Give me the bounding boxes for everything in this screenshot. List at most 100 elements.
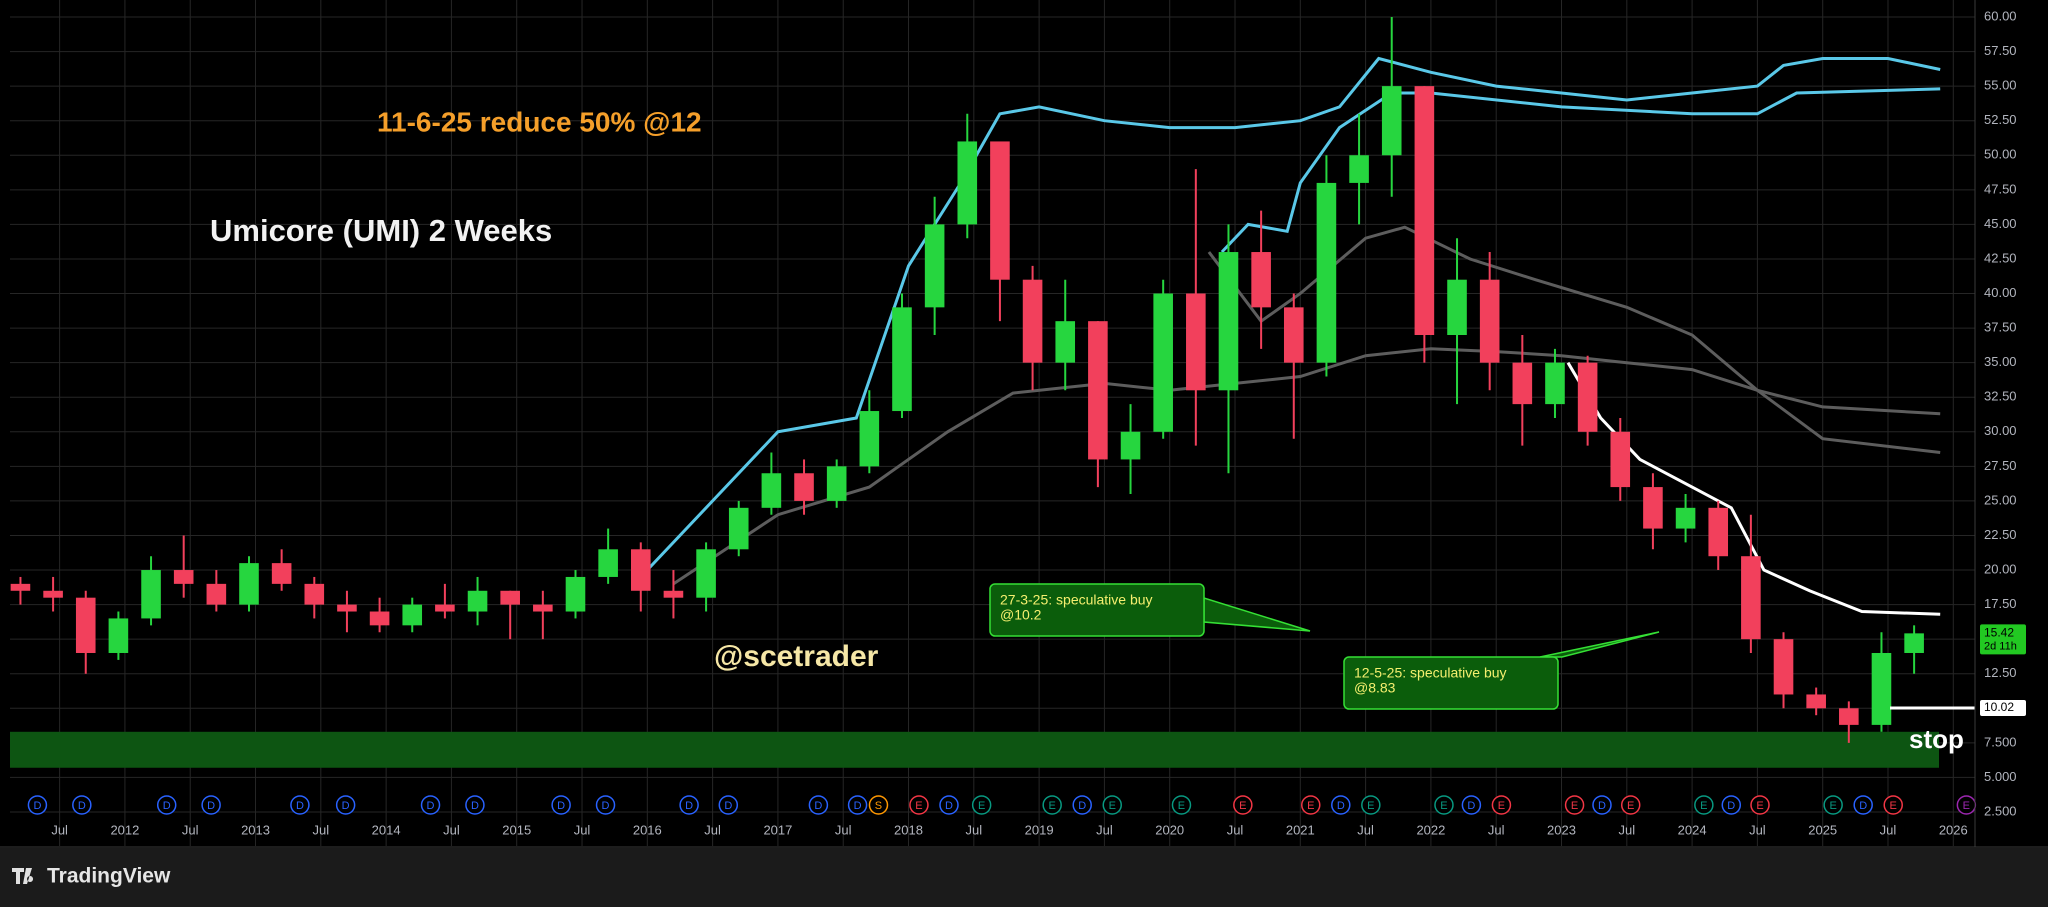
event-label: D [1727, 800, 1735, 812]
y-tick-label: 52.50 [1984, 112, 2017, 127]
y-tick-label: 42.50 [1984, 250, 2017, 265]
event-label: E [1627, 800, 1634, 812]
y-tick-label: 17.50 [1984, 596, 2017, 611]
x-tick-label: Jul [51, 822, 68, 837]
event-marker [1171, 795, 1192, 815]
event-label: D [945, 800, 953, 812]
callout-text: 12-5-25: speculative buy [1354, 665, 1507, 681]
candle-body [1479, 279, 1500, 363]
candle-body [75, 597, 96, 653]
x-tick-label: 2026 [1939, 822, 1968, 837]
y-tick-label: 57.50 [1984, 43, 2017, 58]
x-tick-label: 2025 [1808, 822, 1837, 837]
event-label: E [1367, 800, 1374, 812]
x-tick-label: Jul [835, 822, 852, 837]
event-label: E [1049, 800, 1056, 812]
candle-body [1055, 321, 1076, 363]
candle-body [990, 141, 1010, 280]
event-label: D [33, 800, 41, 812]
candle-body [630, 549, 651, 591]
candle-body [1349, 155, 1369, 183]
x-tick-label: 2022 [1416, 822, 1445, 837]
event-label: E [1498, 800, 1505, 812]
y-tick-label: 32.50 [1984, 389, 2017, 404]
event-label: D [1859, 800, 1867, 812]
event-label: E [1890, 800, 1897, 812]
stop-price: 10.02 [1984, 700, 2014, 714]
event-marker [1721, 795, 1742, 815]
x-tick-label: 2012 [110, 822, 139, 837]
event-label: S [875, 800, 882, 812]
brand-name: TradingView [47, 865, 171, 888]
event-marker [1331, 795, 1351, 815]
candle-body [1871, 652, 1892, 725]
candle-body [1381, 86, 1402, 156]
event-marker [1853, 795, 1873, 815]
x-tick-label: 2014 [372, 822, 401, 837]
candle-body [239, 563, 259, 605]
callout-box [989, 583, 1205, 637]
y-tick-label: 30.00 [1984, 423, 2017, 438]
candle-body [533, 604, 553, 612]
candle-body [696, 549, 716, 598]
y-tick-label: 55.00 [1984, 78, 2017, 93]
candle-body [1316, 182, 1337, 363]
event-label: D [685, 800, 693, 812]
x-tick-label: Jul [443, 822, 460, 837]
candle-body [108, 618, 129, 653]
brand: TradingView [12, 865, 171, 888]
candle-body [1806, 694, 1826, 709]
event-label: E [1756, 800, 1763, 812]
event-label: E [1440, 800, 1447, 812]
event-marker [1694, 795, 1714, 815]
countdown: 2d 11h [1984, 640, 2017, 652]
candle-body [402, 604, 423, 626]
brand-logo [12, 868, 34, 884]
x-tick-label: 2023 [1547, 822, 1576, 837]
candle-body [1153, 293, 1173, 432]
event-marker [1823, 795, 1843, 815]
x-tick-label: Jul [574, 822, 591, 837]
event-marker [1491, 795, 1512, 815]
y-tick-label: 20.00 [1984, 561, 2017, 576]
event-label: D [814, 800, 822, 812]
candle-body [794, 473, 814, 501]
stop-box [1980, 700, 2026, 717]
candle-body [271, 563, 292, 584]
event-marker [868, 795, 889, 815]
x-tick-label: Jul [966, 822, 983, 837]
candle-body [1773, 639, 1794, 695]
candle-body [1283, 307, 1304, 363]
candle-body [1414, 86, 1435, 335]
moving-average [672, 347, 1941, 586]
event-marker [971, 795, 992, 815]
event-marker [808, 795, 829, 815]
x-tick-label: 2017 [763, 822, 792, 837]
y-tick-label: 45.00 [1984, 216, 2017, 231]
event-label: D [427, 800, 435, 812]
event-label: D [1467, 800, 1475, 812]
candle-body [957, 141, 978, 225]
event-label: E [1963, 800, 1970, 812]
candle-body [173, 570, 194, 584]
event-label: E [1829, 800, 1836, 812]
candle-body [598, 549, 618, 577]
candle-body [924, 224, 945, 308]
event-marker [718, 795, 739, 815]
candle-body [565, 576, 586, 612]
candle-body [728, 507, 749, 550]
y-tick-label: 60.00 [1984, 8, 2017, 23]
candle-body [1120, 431, 1141, 460]
x-tick-label: Jul [1488, 822, 1505, 837]
event-label: E [915, 800, 922, 812]
callout-box [1343, 656, 1559, 710]
candle-body [826, 466, 847, 501]
candle-body [141, 570, 161, 619]
x-tick-label: 2019 [1025, 822, 1054, 837]
y-tick-label: 35.00 [1984, 354, 2017, 369]
candle-body [337, 604, 357, 612]
footer-bar [0, 848, 2048, 907]
label-layer: 2.5005.0007.50010.0012.5015.0017.5020.00… [27, 8, 2026, 837]
event-marker [551, 795, 571, 815]
candle-layer [10, 17, 1924, 743]
